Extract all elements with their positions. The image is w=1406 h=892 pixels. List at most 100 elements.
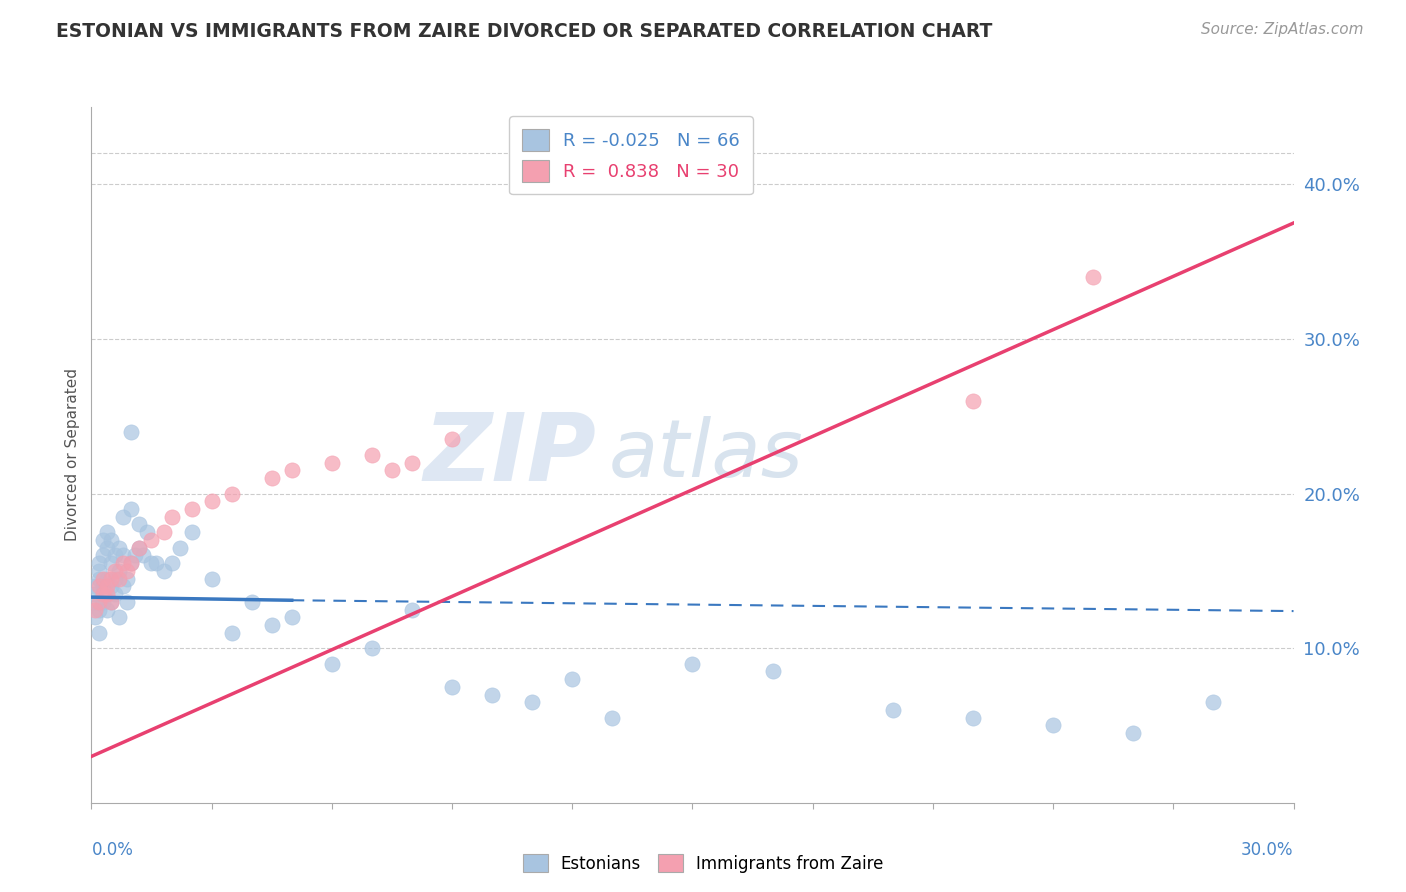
- Point: [104, 587, 127, 601]
- Point: [360, 641, 382, 656]
- Point: [108, 610, 131, 624]
- Point: [1083, 270, 1105, 285]
- Point: [1122, 726, 1144, 740]
- Point: [401, 456, 423, 470]
- Point: [104, 564, 127, 578]
- Point: [100, 595, 122, 609]
- Point: [321, 657, 343, 671]
- Point: [381, 463, 404, 477]
- Point: [93, 572, 115, 586]
- Point: [145, 556, 167, 570]
- Point: [89, 556, 111, 570]
- Point: [108, 541, 131, 555]
- Point: [602, 711, 624, 725]
- Point: [93, 549, 115, 563]
- Point: [160, 556, 183, 570]
- Point: [84, 587, 107, 601]
- Point: [141, 533, 163, 547]
- Point: [84, 595, 107, 609]
- Point: [117, 595, 139, 609]
- Point: [93, 595, 115, 609]
- Point: [117, 564, 139, 578]
- Legend: R = -0.025   N = 66, R =  0.838   N = 30: R = -0.025 N = 66, R = 0.838 N = 30: [509, 116, 752, 194]
- Text: 30.0%: 30.0%: [1241, 841, 1294, 859]
- Point: [240, 595, 263, 609]
- Legend: Estonians, Immigrants from Zaire: Estonians, Immigrants from Zaire: [516, 847, 890, 880]
- Point: [117, 572, 139, 586]
- Point: [84, 610, 107, 624]
- Point: [112, 556, 135, 570]
- Point: [100, 595, 122, 609]
- Point: [360, 448, 382, 462]
- Point: [221, 486, 243, 500]
- Point: [124, 549, 146, 563]
- Point: [121, 502, 143, 516]
- Point: [121, 556, 143, 570]
- Point: [132, 549, 155, 563]
- Point: [152, 525, 174, 540]
- Point: [141, 556, 163, 570]
- Point: [136, 525, 159, 540]
- Point: [522, 695, 544, 709]
- Point: [281, 463, 304, 477]
- Point: [260, 471, 283, 485]
- Point: [962, 393, 984, 408]
- Point: [93, 533, 115, 547]
- Point: [84, 602, 107, 616]
- Text: Source: ZipAtlas.com: Source: ZipAtlas.com: [1201, 22, 1364, 37]
- Point: [128, 517, 150, 532]
- Point: [152, 564, 174, 578]
- Point: [84, 579, 107, 593]
- Point: [96, 587, 118, 601]
- Text: ZIP: ZIP: [423, 409, 596, 501]
- Point: [440, 680, 463, 694]
- Point: [108, 564, 131, 578]
- Text: ESTONIAN VS IMMIGRANTS FROM ZAIRE DIVORCED OR SEPARATED CORRELATION CHART: ESTONIAN VS IMMIGRANTS FROM ZAIRE DIVORC…: [56, 22, 993, 41]
- Point: [962, 711, 984, 725]
- Point: [89, 564, 111, 578]
- Point: [104, 572, 127, 586]
- Point: [180, 525, 202, 540]
- Y-axis label: Divorced or Separated: Divorced or Separated: [65, 368, 80, 541]
- Point: [201, 494, 224, 508]
- Point: [128, 541, 150, 555]
- Point: [1042, 718, 1064, 732]
- Point: [112, 549, 135, 563]
- Point: [89, 602, 111, 616]
- Point: [440, 433, 463, 447]
- Point: [96, 579, 118, 593]
- Point: [160, 509, 183, 524]
- Point: [89, 572, 111, 586]
- Point: [401, 602, 423, 616]
- Point: [260, 618, 283, 632]
- Point: [112, 509, 135, 524]
- Point: [96, 525, 118, 540]
- Point: [100, 556, 122, 570]
- Point: [681, 657, 703, 671]
- Point: [108, 572, 131, 586]
- Point: [180, 502, 202, 516]
- Point: [112, 579, 135, 593]
- Point: [104, 549, 127, 563]
- Point: [169, 541, 191, 555]
- Point: [93, 579, 115, 593]
- Point: [96, 572, 118, 586]
- Point: [89, 625, 111, 640]
- Point: [100, 572, 122, 586]
- Point: [1202, 695, 1225, 709]
- Text: 0.0%: 0.0%: [91, 841, 134, 859]
- Point: [89, 579, 111, 593]
- Text: atlas: atlas: [609, 416, 803, 494]
- Point: [882, 703, 904, 717]
- Point: [121, 556, 143, 570]
- Point: [481, 688, 503, 702]
- Point: [100, 579, 122, 593]
- Point: [100, 533, 122, 547]
- Point: [121, 425, 143, 439]
- Point: [201, 572, 224, 586]
- Point: [128, 541, 150, 555]
- Point: [281, 610, 304, 624]
- Point: [762, 665, 785, 679]
- Point: [96, 602, 118, 616]
- Point: [89, 595, 111, 609]
